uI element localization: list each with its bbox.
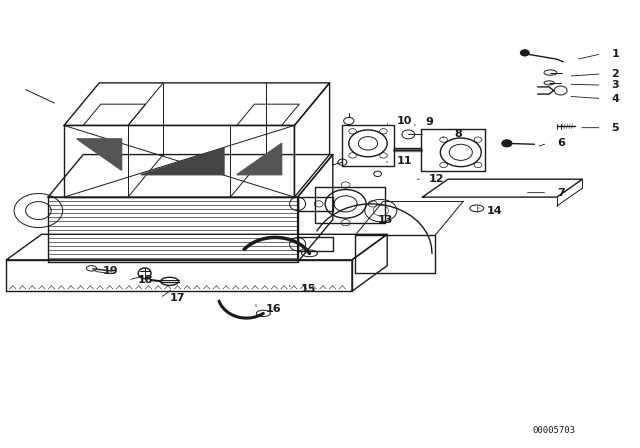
Polygon shape [141, 148, 224, 175]
Text: 14: 14 [486, 206, 502, 215]
Text: 15: 15 [301, 284, 316, 294]
Text: 10: 10 [397, 116, 412, 126]
Text: 7: 7 [557, 188, 564, 198]
Text: 8: 8 [454, 129, 462, 139]
Text: 9: 9 [426, 117, 433, 127]
Text: 16: 16 [266, 304, 281, 314]
Polygon shape [77, 139, 122, 170]
Circle shape [502, 140, 512, 147]
Text: 17: 17 [170, 293, 185, 303]
Text: 19: 19 [102, 266, 118, 276]
Text: 00005703: 00005703 [532, 426, 575, 435]
Circle shape [520, 50, 529, 56]
Text: 1: 1 [611, 49, 619, 59]
Text: 18: 18 [138, 275, 153, 285]
Text: 4: 4 [611, 94, 619, 103]
Text: 3: 3 [611, 80, 619, 90]
Text: 2: 2 [611, 69, 619, 79]
Text: 13: 13 [378, 215, 393, 224]
Text: 12: 12 [429, 174, 444, 184]
Text: 11: 11 [397, 156, 412, 166]
Polygon shape [237, 143, 282, 175]
Text: 5: 5 [611, 123, 619, 133]
Text: 6: 6 [557, 138, 564, 148]
